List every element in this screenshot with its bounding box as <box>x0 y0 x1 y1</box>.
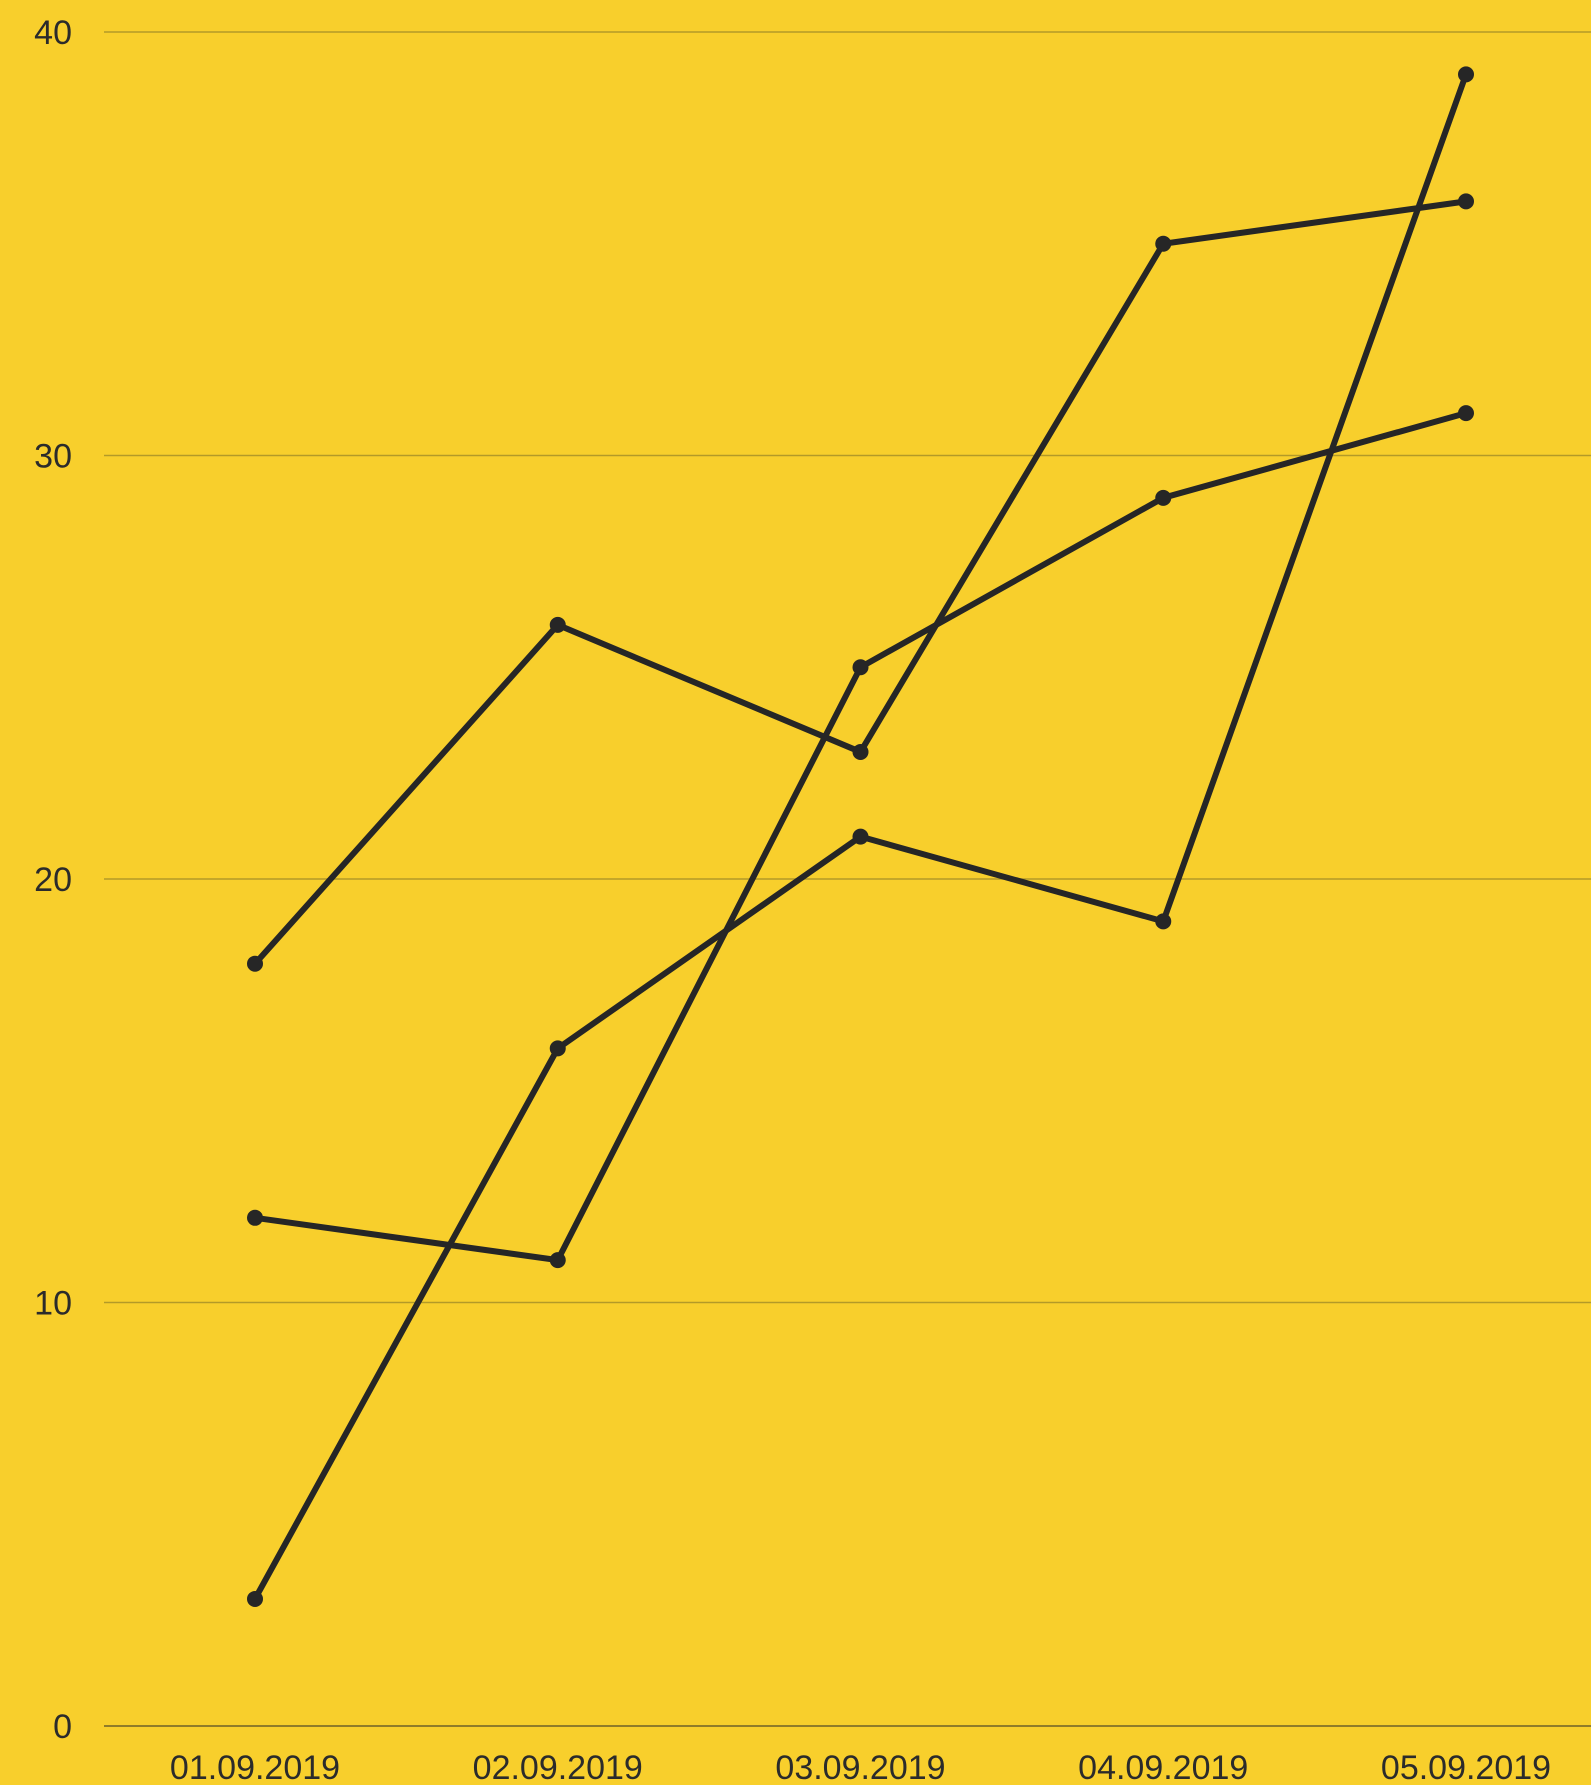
data-point <box>852 828 869 845</box>
y-tick-label: 20 <box>34 861 72 899</box>
x-tick-label: 02.09.2019 <box>473 1749 643 1785</box>
data-point <box>549 616 566 633</box>
y-tick-label: 10 <box>34 1285 72 1323</box>
y-tick-label: 0 <box>53 1708 72 1746</box>
data-point <box>1155 913 1172 930</box>
x-axis-tick-labels: 01.09.2019 02.09.2019 03.09.2019 04.09.2019… <box>170 1749 1551 1785</box>
x-tick-label: 05.09.2019 <box>1381 1749 1551 1785</box>
data-point <box>852 659 869 676</box>
x-tick-label: 04.09.2019 <box>1078 1749 1248 1785</box>
gridlines <box>104 31 1591 1727</box>
data-point <box>1458 66 1474 83</box>
x-tick-label: 01.09.2019 <box>170 1749 340 1785</box>
data-point <box>549 1040 566 1057</box>
data-point <box>1155 235 1172 252</box>
data-point <box>1458 405 1474 422</box>
data-point <box>549 1252 566 1269</box>
data-point <box>247 1590 263 1607</box>
data-points <box>247 66 1474 1607</box>
data-point <box>1155 489 1172 506</box>
y-axis-tick-labels: 0 10 20 30 40 <box>34 14 72 1746</box>
data-point <box>247 955 263 972</box>
y-tick-label: 30 <box>34 438 72 476</box>
data-point <box>1458 193 1474 210</box>
x-tick-label: 03.09.2019 <box>775 1749 945 1785</box>
data-point <box>852 743 869 760</box>
data-point <box>247 1209 263 1226</box>
y-tick-label: 40 <box>34 14 72 52</box>
